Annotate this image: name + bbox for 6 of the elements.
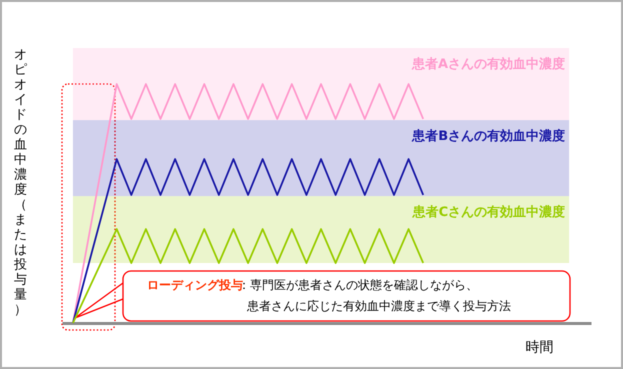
series-label: 患者Cさんの有効血中濃度	[412, 204, 566, 220]
text: オピオイドの血中濃度（または投与量）	[14, 48, 27, 318]
annotation: ローディング投与：専門医が患者さんの状態を確認しながら、患者さんに応じた有効血中濃度まで導く投与方法	[147, 278, 511, 313]
series-label: 患者Bさんの有効血中濃度	[411, 128, 566, 144]
x-axis-title: 時間	[526, 340, 554, 356]
series-label: 患者Aさんの有効血中濃度	[411, 56, 566, 72]
